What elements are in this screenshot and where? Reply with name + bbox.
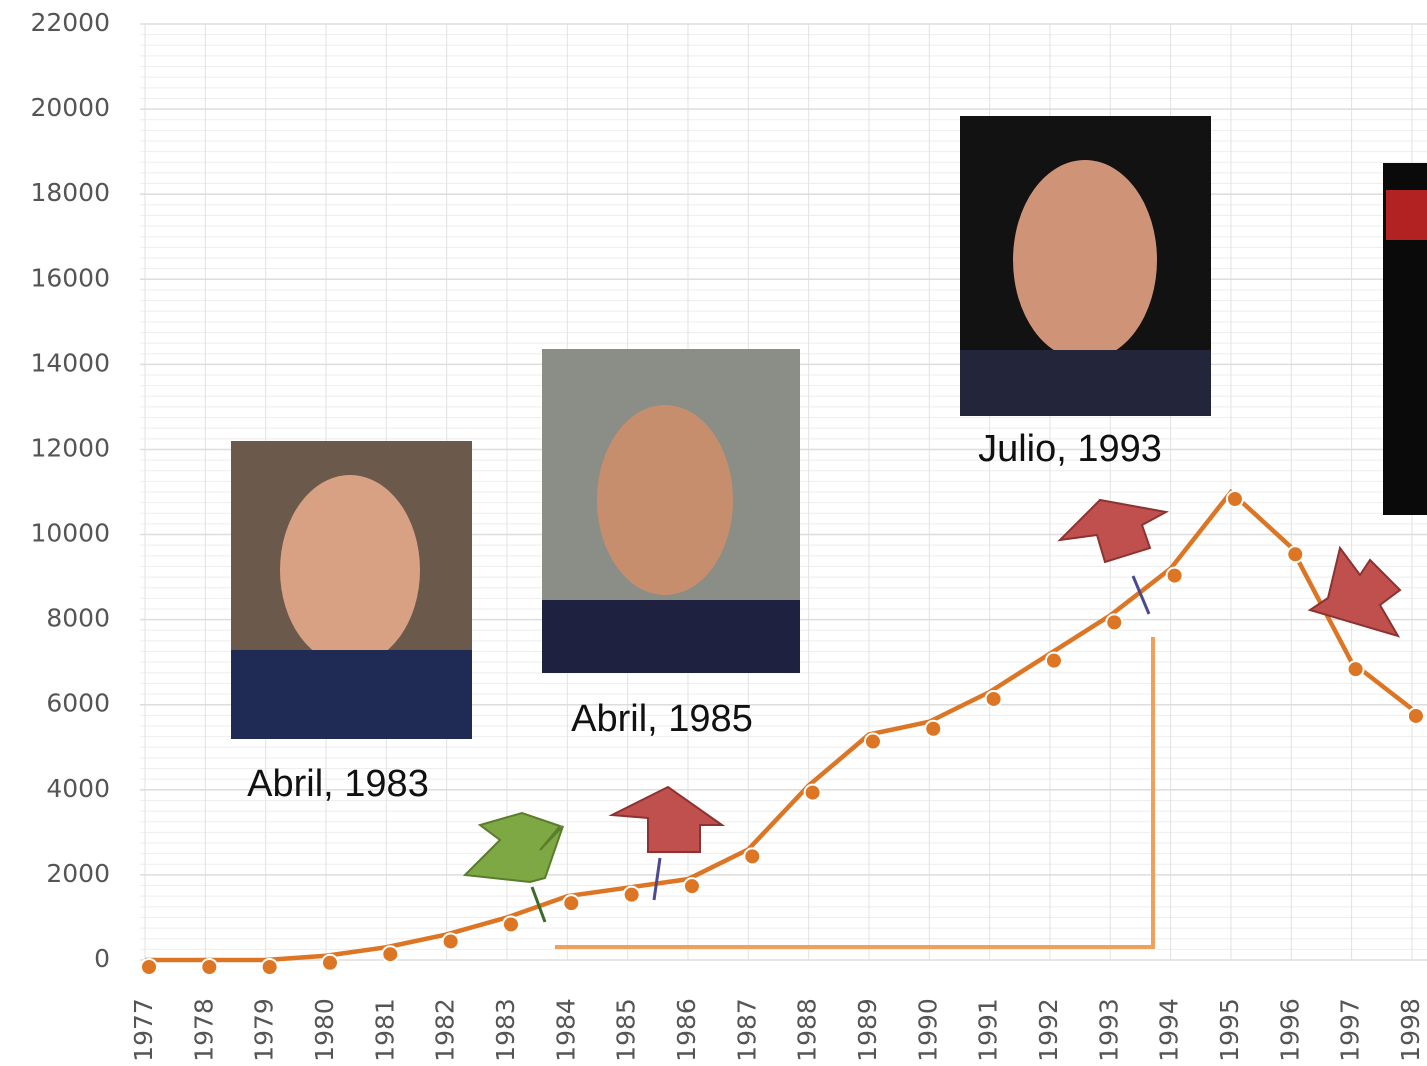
x-tick-label: 1985	[612, 998, 641, 1062]
annotation: Julio, 1993	[978, 428, 1162, 470]
y-tick-label: 16000	[30, 263, 110, 292]
y-tick-label: 12000	[30, 433, 110, 462]
magazine-logo	[1386, 190, 1427, 240]
y-tick-label: 10000	[30, 519, 110, 548]
point	[1348, 661, 1364, 677]
x-tick-label: 1995	[1215, 998, 1244, 1062]
x-tick-label: 1977	[129, 998, 158, 1062]
photo-face	[1013, 160, 1157, 360]
point	[925, 721, 941, 737]
arrow	[1060, 500, 1166, 562]
arrow	[612, 787, 722, 852]
x-tick-label: 1991	[974, 998, 1003, 1062]
point	[805, 785, 821, 801]
point	[1408, 708, 1424, 724]
y-tick-label: 22000	[30, 8, 110, 37]
x-tick-label: 1989	[853, 998, 882, 1062]
x-tick-label: 1992	[1034, 998, 1063, 1062]
point	[503, 916, 519, 932]
point	[382, 946, 398, 962]
x-tick-label: 1982	[431, 998, 460, 1062]
point	[624, 887, 640, 903]
y-tick-label: 20000	[30, 93, 110, 122]
point	[865, 734, 881, 750]
x-tick-label: 1996	[1275, 998, 1304, 1062]
point	[986, 691, 1002, 707]
photo-face	[597, 405, 733, 595]
point	[262, 959, 278, 975]
photo-suit	[960, 350, 1211, 416]
arrow	[1310, 548, 1400, 636]
point	[141, 959, 157, 975]
point	[744, 848, 760, 864]
x-tick-label: 1986	[672, 998, 701, 1062]
annotation: Abril, 1983	[247, 763, 429, 805]
point	[1227, 491, 1243, 507]
point	[201, 959, 217, 975]
point	[684, 878, 700, 894]
annotation: Abril, 1985	[571, 698, 753, 740]
x-tick-label: 1981	[370, 998, 399, 1062]
photo-suit	[231, 650, 472, 739]
photo-suit	[542, 600, 800, 673]
point	[322, 955, 338, 971]
chart: 0 2000 4000 6000 8000 10000 12000 14000 16000 180…	[0, 0, 1427, 1066]
y-tick-label: 4000	[46, 774, 110, 803]
decorations	[231, 116, 1427, 947]
y-tick-label: 2000	[46, 859, 110, 888]
point	[443, 933, 459, 949]
point	[563, 895, 579, 911]
point	[1046, 653, 1062, 669]
y-tick-label: 8000	[46, 604, 110, 633]
y-tick-label: 18000	[30, 178, 110, 207]
y-tick-label: 6000	[46, 689, 110, 718]
x-tick-label: 1979	[250, 998, 279, 1062]
point	[1167, 568, 1183, 584]
x-tick-label: 1987	[732, 998, 761, 1062]
x-tick-label: 1993	[1094, 998, 1123, 1062]
y-tick-label: 14000	[30, 348, 110, 377]
x-tick-label: 1988	[793, 998, 822, 1062]
x-tick-label: 1983	[491, 998, 520, 1062]
photo-face	[280, 475, 420, 665]
arrow	[465, 813, 563, 882]
x-tick-label: 1990	[913, 998, 942, 1062]
x-tick-label: 1984	[551, 998, 580, 1062]
y-tick-label: 0	[94, 944, 110, 973]
x-tick-label: 1998	[1396, 998, 1425, 1062]
point	[1287, 546, 1303, 562]
x-tick-label: 1978	[189, 998, 218, 1062]
x-tick-label: 1997	[1336, 998, 1365, 1062]
x-tick-label: 1994	[1155, 998, 1184, 1062]
x-tick-label: 1980	[310, 998, 339, 1062]
point	[1106, 614, 1122, 630]
